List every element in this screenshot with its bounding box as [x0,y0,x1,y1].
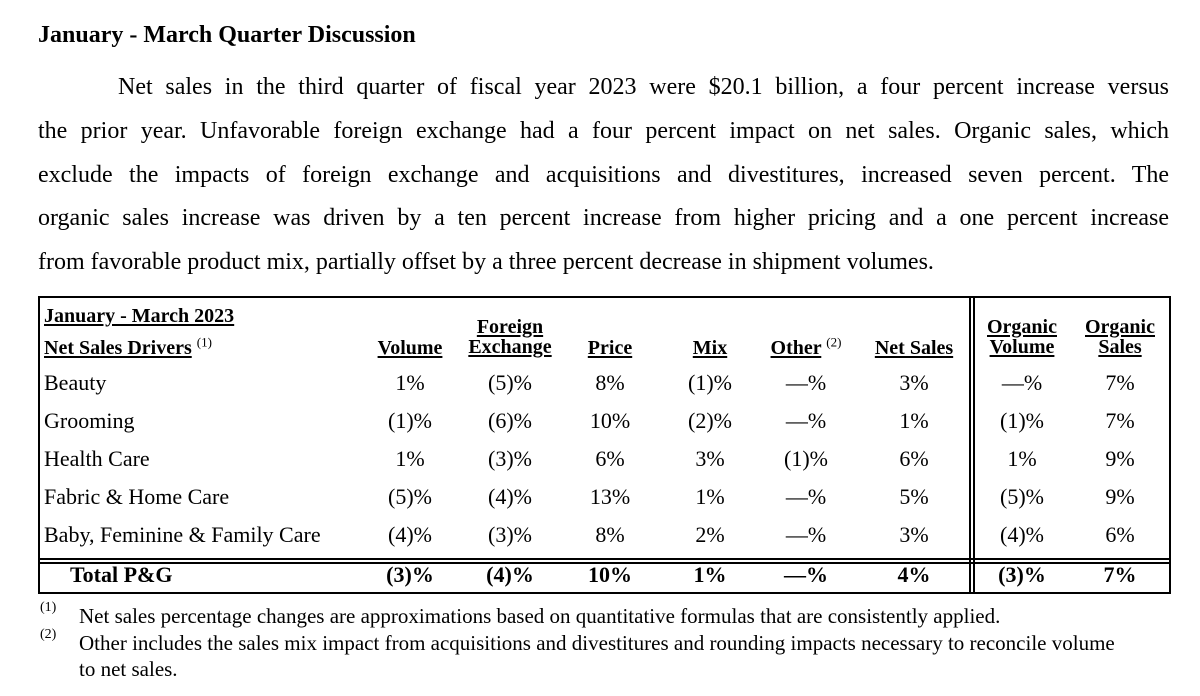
col-volume: Volume [377,337,443,359]
cell-org-volume: 1% [1007,446,1037,471]
cell-org-volume: (1)% [1000,408,1044,433]
footnote-mark: (2) [40,627,57,642]
cell-mix: 2% [695,522,725,547]
paragraph-line: from favorable product mix, partially of… [38,249,934,276]
cell-org-volume: —% [1001,370,1043,395]
cell-other: (1)% [784,446,828,471]
total-fx: (4)% [486,562,534,587]
cell-price: 6% [595,446,625,471]
cell-other: —% [785,522,827,547]
total-volume: (3)% [386,562,434,587]
total-org-sales: 7% [1103,562,1137,587]
cell-org-volume: (4)% [1000,522,1044,547]
col-organic-sales: Organic Sales [1085,316,1155,358]
cell-mix: (2)% [688,408,732,433]
discussion-paragraph: Net sales in the third quarter of fiscal… [38,66,1169,285]
drivers-label: Net Sales Drivers (1) [44,334,212,359]
segment-name: Beauty [44,370,107,395]
cell-price: 8% [595,522,625,547]
footnote-text: Other includes the sales mix impact from… [79,631,1115,655]
cell-org-sales: 9% [1105,446,1135,471]
cell-net-sales: 3% [899,522,929,547]
cell-fx: (5)% [488,370,532,395]
col-organic-volume: Organic Volume [987,316,1057,358]
table-border [38,296,1171,594]
total-other: —% [784,562,828,587]
cell-mix: 3% [695,446,725,471]
cell-price: 13% [589,484,631,509]
cell-mix: 1% [695,484,725,509]
col-net-sales: Net Sales [874,337,954,359]
cell-org-volume: (5)% [1000,484,1044,509]
cell-org-sales: 6% [1105,522,1135,547]
cell-net-sales: 1% [899,408,929,433]
total-net-sales: 4% [897,562,931,587]
cell-volume: (5)% [388,484,432,509]
footnote-continuation: to net sales. [79,657,178,681]
col-price: Price [587,337,633,359]
paragraph-line: exclude the impacts of foreign exchange … [38,161,1169,188]
segment-name: Fabric & Home Care [44,484,230,509]
cell-other: —% [785,370,827,395]
cell-org-sales: 9% [1105,484,1135,509]
col-mix: Mix [692,337,728,359]
cell-org-sales: 7% [1105,408,1135,433]
col-foreign-exchange: Foreign Exchange [468,316,552,358]
cell-other: —% [785,484,827,509]
cell-price: 8% [595,370,625,395]
cell-net-sales: 3% [899,370,929,395]
net-sales-drivers-table: January - March 2023 Net Sales Drivers (… [38,296,1171,594]
cell-fx: (3)% [488,446,532,471]
period-label: January - March 2023 [44,305,235,327]
col-other: Other (2) [770,334,842,359]
paragraph-line: the prior year. Unfavorable foreign exch… [38,117,1169,144]
cell-volume: (4)% [388,522,432,547]
total-label: Total P&G [70,562,173,587]
total-price: 10% [588,562,632,587]
section-heading: January - March Quarter Discussion [38,22,416,48]
total-divider [38,562,1169,564]
cell-volume: 1% [395,370,425,395]
cell-price: 10% [589,408,631,433]
cell-volume: 1% [395,446,425,471]
segment-name: Grooming [44,408,135,433]
cell-org-sales: 7% [1105,370,1135,395]
segment-name: Baby, Feminine & Family Care [44,522,321,547]
column-divider [969,296,971,592]
cell-other: —% [785,408,827,433]
segment-name: Health Care [44,446,150,471]
paragraph-line: Net sales in the third quarter of fiscal… [118,74,1169,100]
cell-fx: (3)% [488,522,532,547]
column-divider [973,296,975,592]
total-org-volume: (3)% [998,562,1046,587]
total-divider [38,558,1169,560]
footnote-text: Net sales percentage changes are approxi… [79,604,1001,628]
cell-net-sales: 6% [899,446,929,471]
cell-mix: (1)% [688,370,732,395]
cell-fx: (4)% [488,484,532,509]
cell-net-sales: 5% [899,484,929,509]
paragraph-line: organic sales increase was driven by a t… [38,205,1169,232]
total-mix: 1% [693,562,727,587]
footnote-mark: (1) [40,600,57,615]
cell-volume: (1)% [388,408,432,433]
cell-fx: (6)% [488,408,532,433]
